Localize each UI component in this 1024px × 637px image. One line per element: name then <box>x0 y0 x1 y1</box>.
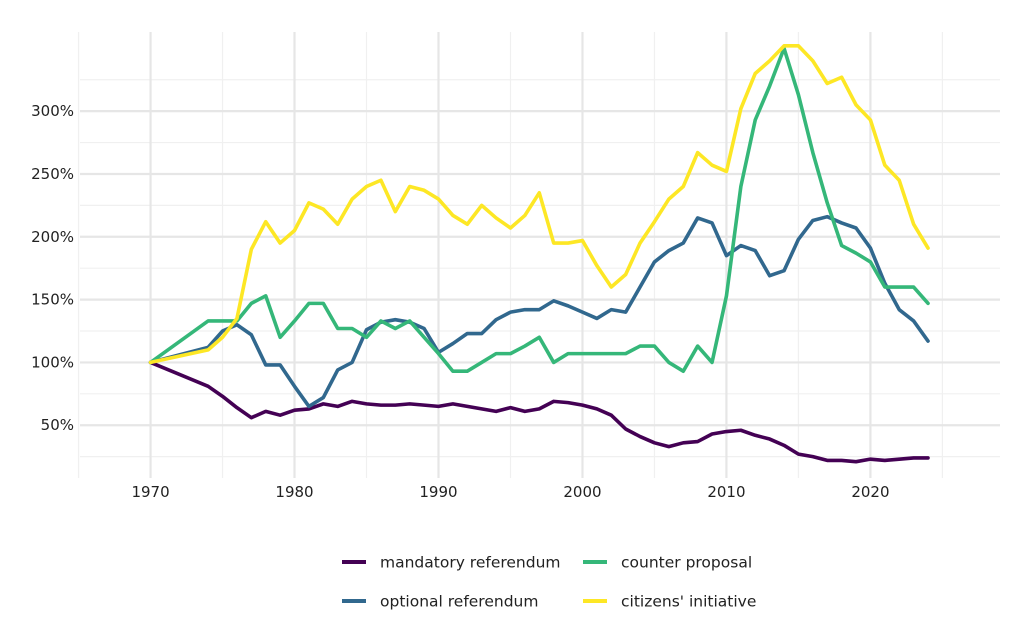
legend-item: mandatory referendum <box>342 554 561 572</box>
y-tick-label: 50% <box>41 416 74 434</box>
y-tick-label: 100% <box>31 353 74 371</box>
grid <box>77 32 1000 478</box>
y-tick-label: 150% <box>31 291 74 309</box>
x-tick-label: 2010 <box>707 483 745 501</box>
x-tick-label: 1980 <box>275 483 313 501</box>
legend: mandatory referendum counter proposal opti… <box>342 554 756 611</box>
x-tick-label: 2000 <box>563 483 601 501</box>
x-tick-label: 2020 <box>851 483 889 501</box>
legend-label: mandatory referendum <box>380 554 561 572</box>
legend-label: counter proposal <box>621 554 752 572</box>
series-lines <box>148 44 930 464</box>
x-tick-label: 1990 <box>419 483 457 501</box>
legend-label: citizens' initiative <box>621 593 756 611</box>
y-tick-label: 250% <box>31 165 74 183</box>
series-line-mandatory-referendum <box>148 360 930 464</box>
axis-labels: 1970 1980 1990 2000 2010 2020 50% 100% 150% 200% 2… <box>31 102 889 501</box>
series-line-counter-proposal <box>148 46 930 374</box>
series-line-citizens-initiative <box>148 44 930 365</box>
y-tick-label: 200% <box>31 228 74 246</box>
legend-item: optional referendum <box>342 593 538 611</box>
y-tick-label: 300% <box>31 102 74 120</box>
legend-label: optional referendum <box>380 593 538 611</box>
legend-item: counter proposal <box>583 554 752 572</box>
x-tick-label: 1970 <box>131 483 169 501</box>
legend-item: citizens' initiative <box>583 593 756 611</box>
series-line-optional-referendum <box>148 214 930 409</box>
